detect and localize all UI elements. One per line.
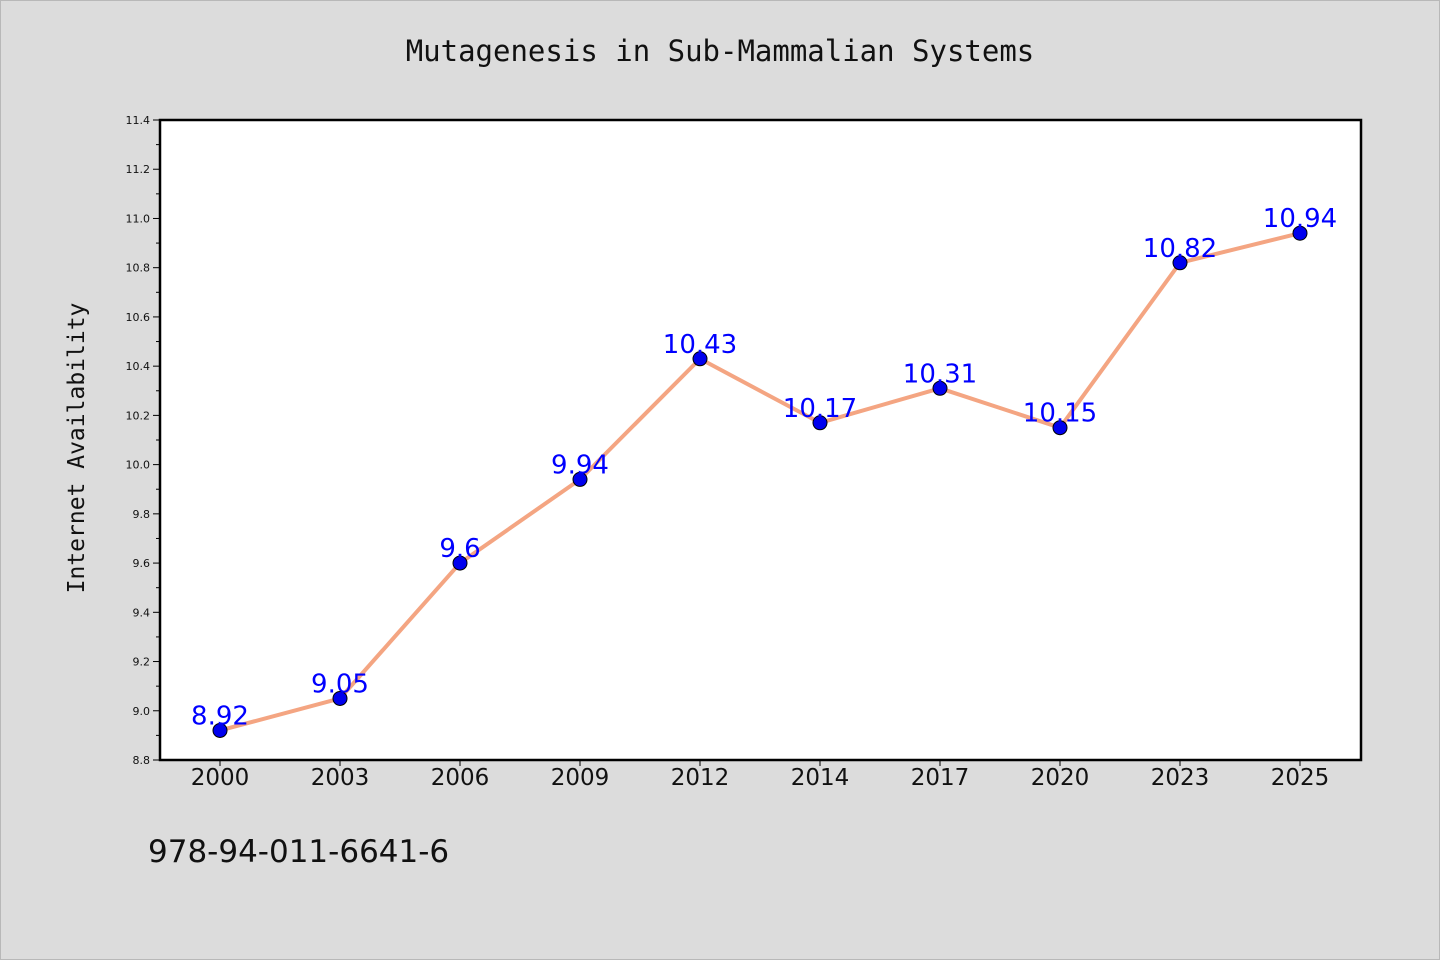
data-label: 10.82 (1143, 234, 1217, 264)
y-tick-label: 10.2 (126, 409, 151, 422)
y-axis: 8.8 9.0 9.2 9.4 9.6 9.8 10.0 10.2 10.4 10.6 10.8 11… (126, 114, 160, 767)
data-label: 10.17 (783, 394, 857, 424)
x-tick-label: 2014 (791, 765, 850, 791)
x-tick-label: 2023 (1151, 765, 1210, 791)
x-tick-label: 2000 (191, 765, 250, 791)
chart-title: Mutagenesis in Sub-Mammalian Systems (405, 34, 1035, 68)
data-label: 10.15 (1023, 399, 1097, 429)
y-tick-label: 11.4 (126, 114, 151, 127)
y-tick-label: 9.6 (133, 557, 151, 570)
x-tick-label: 2006 (431, 765, 490, 791)
data-label: 8.92 (191, 701, 249, 731)
x-tick-label: 2009 (551, 765, 610, 791)
plot-area (160, 120, 1361, 760)
data-label: 9.6 (439, 534, 480, 564)
y-tick-label: 9.2 (133, 656, 151, 669)
y-tick-label: 9.4 (133, 606, 151, 619)
x-tick-label: 2012 (671, 765, 730, 791)
x-tick-label: 2003 (311, 765, 370, 791)
data-point (452, 555, 468, 571)
data-label: 10.94 (1263, 204, 1337, 234)
series-layer: 8.92 9.05 9.6 9.94 10.43 10.17 10.31 10.15 10.82… (191, 204, 1337, 738)
y-tick-label: 10.4 (126, 360, 151, 373)
data-point (212, 722, 228, 738)
data-label: 9.05 (311, 669, 369, 699)
y-tick-label: 9.0 (133, 705, 151, 718)
x-tick-label: 2025 (1271, 765, 1330, 791)
data-label: 10.43 (663, 330, 737, 360)
y-tick-label: 8.8 (133, 754, 151, 767)
data-point (812, 415, 828, 431)
data-label: 10.31 (903, 359, 977, 389)
y-tick-label: 10.8 (126, 262, 151, 275)
data-point (1172, 255, 1188, 271)
x-tick-label: 2020 (1031, 765, 1090, 791)
data-point (932, 380, 948, 396)
data-point (1052, 420, 1068, 436)
data-point (572, 471, 588, 487)
footer-code: 978-94-011-6641-6 (148, 834, 450, 870)
data-point (692, 351, 708, 367)
y-tick-label: 10.0 (126, 459, 151, 472)
series-line (218, 231, 1302, 733)
data-point (1292, 225, 1308, 241)
data-label: 9.94 (551, 450, 609, 480)
y-tick-label: 10.6 (126, 311, 151, 324)
plot-border (158, 118, 1363, 762)
y-tick-label: 11.2 (126, 163, 151, 176)
y-axis-label: Internet Availability (64, 303, 90, 594)
x-axis: 2000 2003 2006 2009 2012 2014 2017 2020 2023 2025 (191, 760, 1330, 791)
y-tick-label: 11.0 (126, 212, 151, 225)
x-tick-label: 2017 (911, 765, 970, 791)
data-point (332, 690, 348, 706)
y-tick-label: 9.8 (133, 508, 151, 521)
